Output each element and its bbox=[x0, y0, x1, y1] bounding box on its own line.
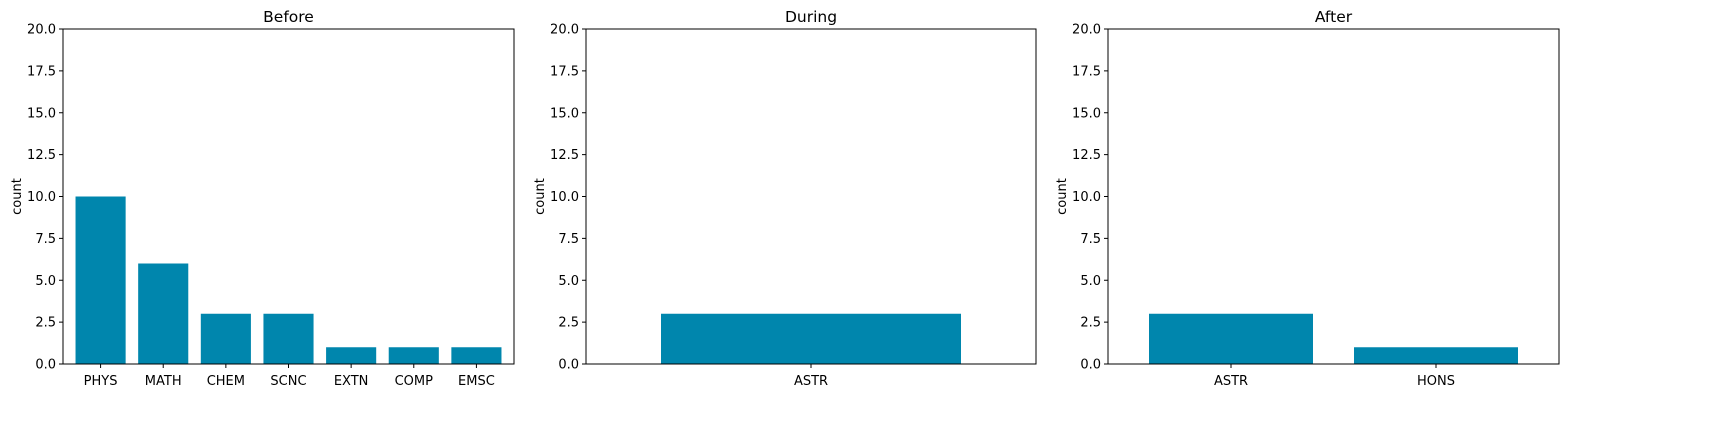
y-tick-label: 7.5 bbox=[1080, 232, 1101, 247]
x-tick-label: MATH bbox=[145, 374, 182, 389]
y-tick-label: 10.0 bbox=[550, 190, 579, 205]
y-tick-label: 20.0 bbox=[27, 23, 56, 38]
y-tick-label: 17.5 bbox=[550, 64, 579, 79]
bar-emsc bbox=[451, 347, 502, 364]
chart-title: After bbox=[1315, 8, 1353, 26]
x-tick-label: HONS bbox=[1417, 374, 1455, 389]
y-axis-label: count bbox=[10, 178, 25, 215]
y-tick-label: 10.0 bbox=[27, 190, 56, 205]
y-tick-label: 2.5 bbox=[35, 316, 56, 331]
y-axis-label: count bbox=[1055, 178, 1070, 215]
chart-title: Before bbox=[263, 8, 314, 26]
bar-astr bbox=[661, 313, 961, 364]
y-tick-label: 15.0 bbox=[550, 106, 579, 121]
x-tick-label: PHYS bbox=[84, 374, 118, 389]
y-tick-label: 12.5 bbox=[1072, 148, 1101, 163]
x-tick-label: CHEM bbox=[207, 374, 245, 389]
chart-panel-during: 0.0 2.5 5.0 7.5 10.0 12.5 15.0 17.5 20.0 ASTR Duri… bbox=[533, 8, 1037, 389]
y-tick-label: 20.0 bbox=[1072, 23, 1101, 38]
y-tick-label: 20.0 bbox=[550, 23, 579, 38]
bar-scnc bbox=[263, 313, 314, 364]
y-axis-label: count bbox=[533, 178, 548, 215]
y-tick-label: 2.5 bbox=[1080, 316, 1101, 331]
x-tick-label: ASTR bbox=[794, 374, 828, 389]
y-tick-label: 5.0 bbox=[35, 274, 56, 289]
y-tick-label: 0.0 bbox=[558, 358, 579, 373]
chart-panel-after: 0.0 2.5 5.0 7.5 10.0 12.5 15.0 17.5 20.0 ASTR HONS… bbox=[1055, 8, 1560, 389]
y-tick-label: 10.0 bbox=[1072, 190, 1101, 205]
bar-math bbox=[138, 263, 189, 364]
x-tick-label: SCNC bbox=[270, 374, 306, 389]
y-tick-label: 5.0 bbox=[1080, 274, 1101, 289]
y-tick-label: 2.5 bbox=[558, 316, 579, 331]
y-tick-label: 15.0 bbox=[1072, 106, 1101, 121]
y-tick-label: 5.0 bbox=[558, 274, 579, 289]
x-tick-label: EXTN bbox=[334, 374, 369, 389]
y-tick-label: 12.5 bbox=[27, 148, 56, 163]
y-tick-label: 7.5 bbox=[35, 232, 56, 247]
bar-chem bbox=[200, 313, 251, 364]
chart-panel-before: 0.0 2.5 5.0 7.5 10.0 12.5 15.0 17.5 20.0 PHYS MATH… bbox=[10, 8, 515, 389]
y-tick-label: 0.0 bbox=[35, 358, 56, 373]
bar-extn bbox=[326, 347, 377, 364]
x-tick-label: ASTR bbox=[1214, 374, 1248, 389]
bar-phys bbox=[75, 196, 126, 364]
x-tick-label: COMP bbox=[395, 374, 434, 389]
y-tick-label: 7.5 bbox=[558, 232, 579, 247]
chart-title: During bbox=[785, 8, 837, 26]
y-tick-label: 17.5 bbox=[27, 64, 56, 79]
bar-astr bbox=[1149, 313, 1313, 364]
y-tick-label: 17.5 bbox=[1072, 64, 1101, 79]
y-tick-label: 12.5 bbox=[550, 148, 579, 163]
bar-hons bbox=[1354, 347, 1518, 364]
x-tick-label: EMSC bbox=[458, 374, 495, 389]
bar-comp bbox=[388, 347, 439, 364]
y-tick-label: 0.0 bbox=[1080, 358, 1101, 373]
y-tick-label: 15.0 bbox=[27, 106, 56, 121]
